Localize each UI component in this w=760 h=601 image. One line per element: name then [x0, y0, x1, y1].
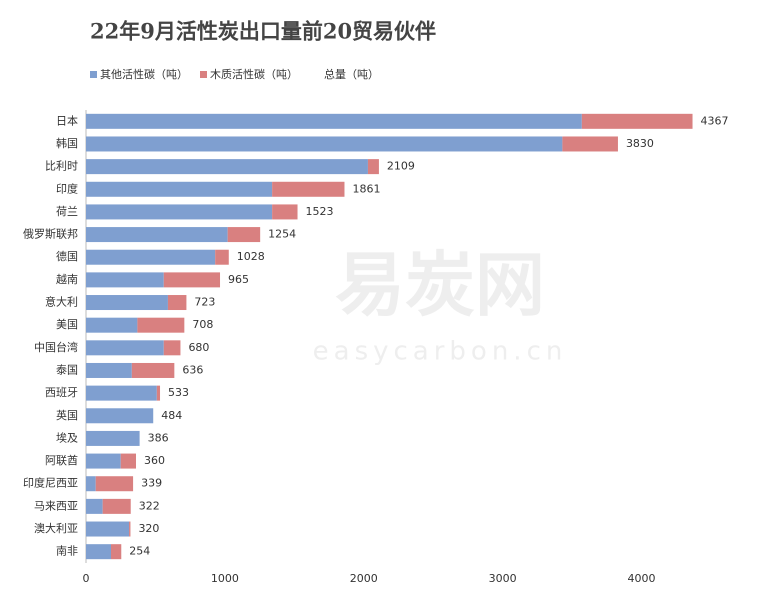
total-label: 533	[168, 386, 189, 399]
bar-segment	[367, 159, 379, 175]
legend-swatch	[90, 71, 97, 78]
y-tick-label: 美国	[56, 318, 78, 331]
bar-segment	[86, 340, 164, 356]
total-label: 386	[148, 431, 169, 444]
bar-segment	[131, 362, 175, 378]
bar-segment	[129, 521, 131, 537]
total-label: 1028	[237, 250, 265, 263]
total-label: 360	[144, 454, 165, 467]
x-tick-label: 2000	[350, 572, 378, 585]
legend-label: 总量（吨）	[324, 67, 379, 81]
y-tick-label: 中国台湾	[34, 340, 78, 354]
total-label: 1254	[268, 228, 296, 241]
x-tick-label: 0	[83, 572, 90, 585]
y-tick-label: 马来西亚	[34, 499, 78, 512]
bar-segment	[86, 521, 130, 537]
bar-segment	[86, 408, 154, 424]
x-tick-label: 3000	[489, 572, 517, 585]
bar-segment	[215, 249, 229, 265]
bar-segment	[272, 181, 345, 197]
y-tick-label: 埃及	[56, 430, 78, 444]
watermark: 易炭网	[335, 244, 545, 326]
y-tick-label: 阿联酋	[45, 453, 78, 467]
y-tick-label: 俄罗斯联邦	[23, 228, 78, 241]
y-tick-label: 韩国	[56, 136, 78, 150]
total-label: 723	[194, 296, 215, 309]
bar-segment	[156, 385, 161, 401]
bar-segment	[227, 227, 261, 243]
bar-segment	[95, 476, 134, 492]
bar-segment	[86, 113, 582, 129]
bar-segment	[137, 317, 185, 333]
y-tick-label: 印度尼西亚	[23, 476, 78, 490]
y-tick-label: 西班牙	[45, 386, 78, 399]
y-tick-label: 英国	[56, 408, 78, 422]
y-tick-label: 泰国	[56, 362, 78, 376]
y-tick-label: 南非	[56, 545, 78, 558]
bar-segment	[581, 113, 693, 129]
total-label: 965	[228, 273, 249, 286]
y-tick-label: 德国	[56, 249, 78, 263]
bar-segment	[86, 181, 273, 197]
bar-segment	[86, 295, 168, 311]
bar-segment	[102, 498, 131, 514]
total-label: 339	[141, 477, 162, 490]
y-tick-label: 比利时	[45, 160, 78, 173]
bar-segment	[86, 385, 157, 401]
bar-segment	[111, 544, 122, 560]
total-label: 1523	[306, 205, 334, 218]
y-tick-label: 日本	[56, 113, 78, 127]
bar-segment	[86, 362, 132, 378]
x-tick-label: 4000	[628, 572, 656, 585]
bar-segment	[86, 227, 228, 243]
bar-segment	[86, 476, 96, 492]
bar-segment	[86, 249, 216, 265]
bar-segment	[562, 136, 618, 152]
x-tick-label: 1000	[211, 572, 239, 585]
total-label: 680	[188, 341, 209, 354]
total-label: 320	[138, 522, 159, 535]
bar-segment	[86, 544, 111, 560]
total-label: 636	[182, 363, 203, 376]
bar-segment	[86, 498, 103, 514]
y-tick-label: 荷兰	[56, 205, 78, 218]
bar-segment	[167, 295, 187, 311]
legend-swatch	[200, 71, 207, 78]
bar-segment	[272, 204, 298, 220]
total-label: 708	[192, 318, 213, 331]
bar-segment	[86, 453, 121, 469]
total-label: 484	[161, 409, 182, 422]
bar-segment	[163, 340, 181, 356]
bar-segment	[86, 204, 273, 220]
bar-segment	[86, 430, 140, 446]
total-label: 322	[139, 499, 160, 512]
total-label: 1861	[352, 182, 380, 195]
bar-segment	[163, 272, 221, 288]
y-tick-label: 澳大利亚	[34, 521, 78, 535]
bar-segment	[86, 136, 563, 152]
total-label: 4367	[701, 114, 729, 127]
y-tick-label: 意大利	[45, 295, 78, 309]
total-label: 2109	[387, 160, 415, 173]
y-tick-label: 印度	[56, 181, 78, 195]
y-tick-label: 越南	[56, 272, 78, 286]
chart-title: 22年9月活性炭出口量前20贸易伙伴	[90, 19, 436, 44]
bar-segment	[120, 453, 136, 469]
watermark: easycarbon.cn	[313, 337, 568, 367]
bar-segment	[86, 159, 368, 175]
bar-segment	[86, 317, 138, 333]
bar-segment	[86, 272, 164, 288]
legend-label: 其他活性碳（吨）	[100, 67, 188, 81]
total-label: 254	[129, 545, 150, 558]
total-label: 3830	[626, 137, 654, 150]
legend-label: 木质活性碳（吨）	[210, 67, 298, 81]
